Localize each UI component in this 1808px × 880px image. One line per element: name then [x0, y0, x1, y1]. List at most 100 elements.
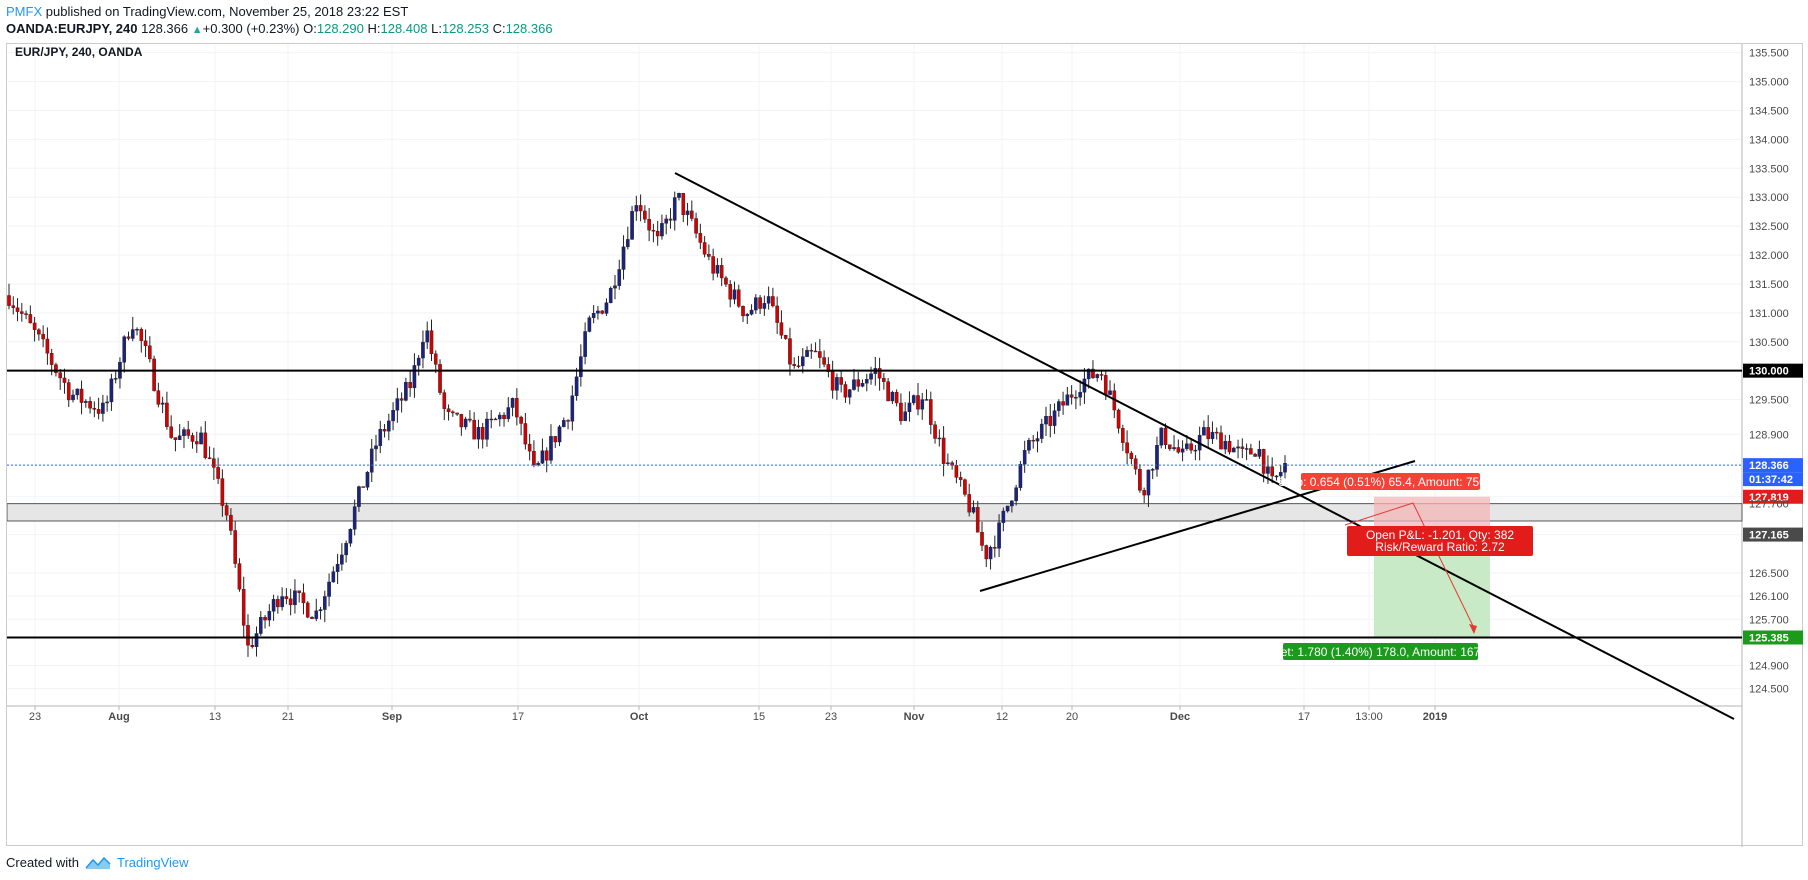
- candle-body: [677, 193, 681, 198]
- candle-body: [1065, 394, 1070, 406]
- candle-body: [869, 373, 873, 380]
- x-tick-label: 20: [1066, 711, 1078, 723]
- candle-body: [1150, 469, 1155, 471]
- candle-body: [988, 546, 993, 560]
- candle-body: [1129, 452, 1134, 459]
- candle-body: [451, 411, 455, 414]
- candle-body: [1031, 439, 1036, 442]
- candle-body: [638, 205, 643, 212]
- candle-body: [246, 625, 250, 646]
- candle-body: [480, 427, 485, 440]
- price-tag: 130.000: [1749, 366, 1789, 378]
- candle-body: [1231, 447, 1236, 453]
- candle-body: [933, 424, 937, 439]
- last-price: 128.366: [141, 21, 189, 36]
- candle-body: [1125, 442, 1129, 454]
- y-tick-label: 133.000: [1749, 192, 1789, 204]
- candle-body: [229, 514, 233, 531]
- candle-body: [660, 223, 664, 237]
- candle-body: [301, 592, 306, 604]
- candle-body: [579, 356, 583, 377]
- candle-body: [634, 205, 639, 212]
- candle-body: [130, 329, 135, 339]
- chart-frame[interactable]: Stop: 0.654 (0.51%) 65.4, Amount: 750.17…: [6, 43, 1804, 847]
- candle-body: [88, 401, 92, 409]
- x-tick-label: Aug: [108, 711, 129, 723]
- candle-body: [916, 395, 920, 410]
- candle-body: [203, 432, 208, 458]
- candle-body: [818, 351, 822, 358]
- candle-body: [1133, 458, 1138, 470]
- candle-body: [796, 365, 801, 367]
- high-value: 128.408: [380, 21, 428, 36]
- x-tick-label: Sep: [382, 711, 402, 723]
- candle-body: [826, 364, 831, 372]
- price-tag-box: [1743, 363, 1803, 378]
- x-tick-label: 13:00: [1355, 711, 1383, 723]
- tradingview-link[interactable]: TradingView: [116, 855, 189, 870]
- candle-body: [758, 297, 762, 309]
- candle-body: [903, 411, 907, 422]
- candle-body: [630, 211, 634, 240]
- candle-body: [32, 322, 37, 330]
- candle-body: [20, 311, 24, 314]
- candle-body: [1142, 490, 1146, 496]
- price-chart[interactable]: Stop: 0.654 (0.51%) 65.4, Amount: 750.17…: [7, 44, 1804, 847]
- candle-body: [779, 322, 784, 336]
- candle-body: [954, 465, 959, 478]
- candle-body: [340, 554, 344, 565]
- candle-body: [911, 395, 916, 404]
- candle-body: [463, 418, 468, 428]
- candle-body: [378, 428, 383, 446]
- candle-body: [45, 338, 50, 354]
- candle-body: [327, 581, 331, 597]
- candle-body: [395, 398, 400, 411]
- candle-body: [1048, 416, 1053, 426]
- target-label-box: [1283, 643, 1478, 660]
- candle-body: [1116, 409, 1121, 429]
- candle-body: [258, 616, 263, 634]
- candle-body: [267, 611, 272, 621]
- price-tag-box: [1743, 489, 1803, 504]
- candle-body: [1172, 447, 1176, 450]
- candle-body: [822, 357, 826, 365]
- candle-body: [745, 314, 750, 317]
- candle-body: [625, 239, 630, 248]
- candle-body: [613, 285, 617, 289]
- candle-body: [331, 571, 336, 583]
- candle-body: [113, 378, 118, 380]
- candle-body: [1001, 510, 1006, 523]
- price-tag: 128.366: [1749, 460, 1789, 472]
- candle-body: [997, 522, 1001, 549]
- y-tick-label: 131.000: [1749, 308, 1789, 320]
- price-tag-box: [1743, 630, 1803, 645]
- countdown-text: 01:37:42: [1749, 474, 1793, 486]
- candle-body: [920, 399, 925, 410]
- candle-body: [1236, 446, 1240, 449]
- candle-body: [497, 414, 502, 420]
- tradingview-logo-icon: [85, 856, 111, 869]
- candle-body: [574, 376, 579, 396]
- candle-body: [1219, 432, 1223, 450]
- candle-body: [1227, 440, 1232, 453]
- candle-body: [993, 546, 997, 549]
- arrow-head-icon: [1469, 624, 1477, 634]
- candle-body: [1189, 443, 1193, 451]
- candle-body: [1027, 439, 1031, 451]
- candle-body: [651, 229, 656, 232]
- candle-body: [182, 429, 186, 437]
- candle-body: [894, 392, 899, 404]
- candle-body: [382, 428, 387, 432]
- publisher-name[interactable]: PMFX: [6, 4, 43, 19]
- candle-body: [233, 530, 237, 564]
- candle-body: [655, 230, 660, 237]
- candle-body: [1078, 392, 1082, 398]
- candle-body: [387, 420, 391, 432]
- candle-body: [1018, 463, 1023, 488]
- x-tick-label: Oct: [630, 711, 649, 723]
- candle-body: [975, 507, 980, 533]
- price-tag-box: [1743, 458, 1803, 473]
- candle-body: [1167, 444, 1172, 450]
- candle-body: [54, 364, 58, 373]
- candle-body: [728, 284, 733, 300]
